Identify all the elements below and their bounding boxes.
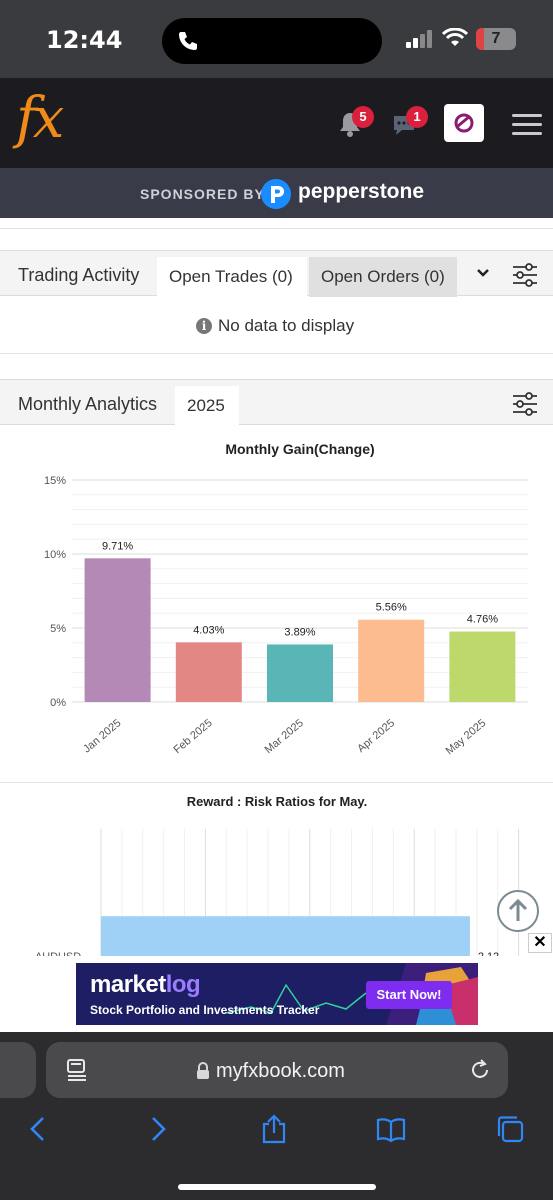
x-tick-label: May 2025 <box>444 717 489 757</box>
bar-audusd <box>101 916 470 958</box>
y-tick-label: 0% <box>50 697 66 709</box>
data-label: 5.56% <box>376 602 407 614</box>
ad-banner[interactable]: marketlog Stock Portfolio and Investment… <box>76 963 478 1025</box>
menu-icon[interactable] <box>512 114 542 136</box>
url-text[interactable]: myfxbook.com <box>216 1060 345 1082</box>
battery-level: 7 <box>491 30 501 47</box>
status-time: 12:44 <box>46 26 123 54</box>
status-bar: 12:44 7 <box>0 0 553 78</box>
monthly-analytics-bar: Monthly Analytics 2025 <box>0 379 553 426</box>
data-label: 9.71% <box>102 540 133 552</box>
monthly-analytics-title: Monthly Analytics <box>18 394 158 414</box>
bar-mar-2025 <box>267 644 333 702</box>
data-label: 3.89% <box>284 626 315 638</box>
chart-title: Reward : Risk Ratios for May. <box>187 794 368 809</box>
x-tick-label: Mar 2025 <box>263 717 306 756</box>
y-tick-label: 15% <box>44 475 66 487</box>
trading-activity-title: Trading Activity <box>18 265 140 285</box>
bar-may-2025 <box>449 631 516 702</box>
trading-activity-bar: Trading Activity Open Trades (0) Open Or… <box>0 250 553 297</box>
notifications-badge: 5 <box>352 106 374 128</box>
arrow-up-icon <box>508 898 528 921</box>
sponsor-label: SPONSORED BY <box>140 186 265 202</box>
x-tick-label: Jan 2025 <box>81 717 123 755</box>
tab-open-trades[interactable]: Open Trades (0) <box>157 257 307 297</box>
scroll-to-top-button[interactable] <box>497 890 539 932</box>
lock-icon <box>197 1062 209 1079</box>
divider <box>0 353 553 354</box>
share-icon[interactable] <box>259 1114 289 1144</box>
reward-risk-chart: Reward : Risk Ratios for May. AUDUSD 2.12 <box>0 782 553 958</box>
divider <box>0 228 553 229</box>
x-tick-label: Feb 2025 <box>171 717 214 756</box>
reader-mode-icon[interactable] <box>66 1058 88 1082</box>
tab-year-2025[interactable]: 2025 <box>175 386 239 426</box>
bar-jan-2025 <box>84 558 151 702</box>
empty-message: i No data to display <box>196 316 354 336</box>
ad-tagline: Stock Portfolio and Investments Tracker <box>90 1003 320 1017</box>
wifi-icon <box>442 28 468 46</box>
avatar[interactable] <box>444 104 484 142</box>
bar-feb-2025 <box>175 642 242 702</box>
filter-settings-icon[interactable] <box>512 392 538 416</box>
chart-title: Monthly Gain(Change) <box>225 441 374 457</box>
phone-icon <box>179 32 197 50</box>
data-label: 4.76% <box>467 614 498 626</box>
forward-icon[interactable] <box>142 1114 172 1144</box>
chevron-down-icon[interactable] <box>476 268 490 278</box>
bookmarks-icon[interactable] <box>376 1114 406 1144</box>
bar-apr-2025 <box>358 619 425 702</box>
y-tick-label: 10% <box>44 549 66 561</box>
info-icon: i <box>196 318 212 334</box>
user-avatar-icon <box>454 113 474 133</box>
ad-start-now-button[interactable]: Start Now! <box>366 981 452 1009</box>
messages-badge: 1 <box>406 106 428 128</box>
tab-open-orders[interactable]: Open Orders (0) <box>309 257 457 297</box>
x-tick-label: Apr 2025 <box>355 717 397 755</box>
home-indicator <box>178 1184 376 1190</box>
signal-icon <box>406 30 432 48</box>
address-bar[interactable] <box>46 1042 508 1098</box>
reload-icon[interactable] <box>468 1058 492 1082</box>
ad-logo-accent: log <box>165 971 201 998</box>
category-label: AUDUSD <box>35 951 81 958</box>
data-label: 2.12 <box>478 951 499 958</box>
empty-message-text: No data to display <box>218 316 355 335</box>
pepperstone-logo-icon <box>261 179 291 209</box>
sponsor-banner[interactable]: SPONSORED BY <box>0 168 553 218</box>
monthly-gain-chart: Monthly Gain(Change) 0% 5% 10% 15% 9.71% Jan 2… <box>44 441 528 757</box>
sponsor-brand: pepperstone <box>298 180 425 203</box>
close-ad-button[interactable]: ✕ <box>528 933 552 953</box>
ad-logo-main: market <box>90 971 166 998</box>
previous-tab-preview[interactable] <box>0 1042 36 1098</box>
ad-logo: marketlog <box>90 971 201 999</box>
fx-logo[interactable]: fx <box>16 86 64 151</box>
data-label: 4.03% <box>193 624 224 636</box>
back-icon[interactable] <box>24 1114 54 1144</box>
filter-settings-icon[interactable] <box>512 263 538 287</box>
dynamic-island <box>162 18 382 64</box>
y-tick-label: 5% <box>50 623 66 635</box>
tabs-icon[interactable] <box>495 1114 525 1144</box>
battery-icon: 7 <box>476 28 516 50</box>
